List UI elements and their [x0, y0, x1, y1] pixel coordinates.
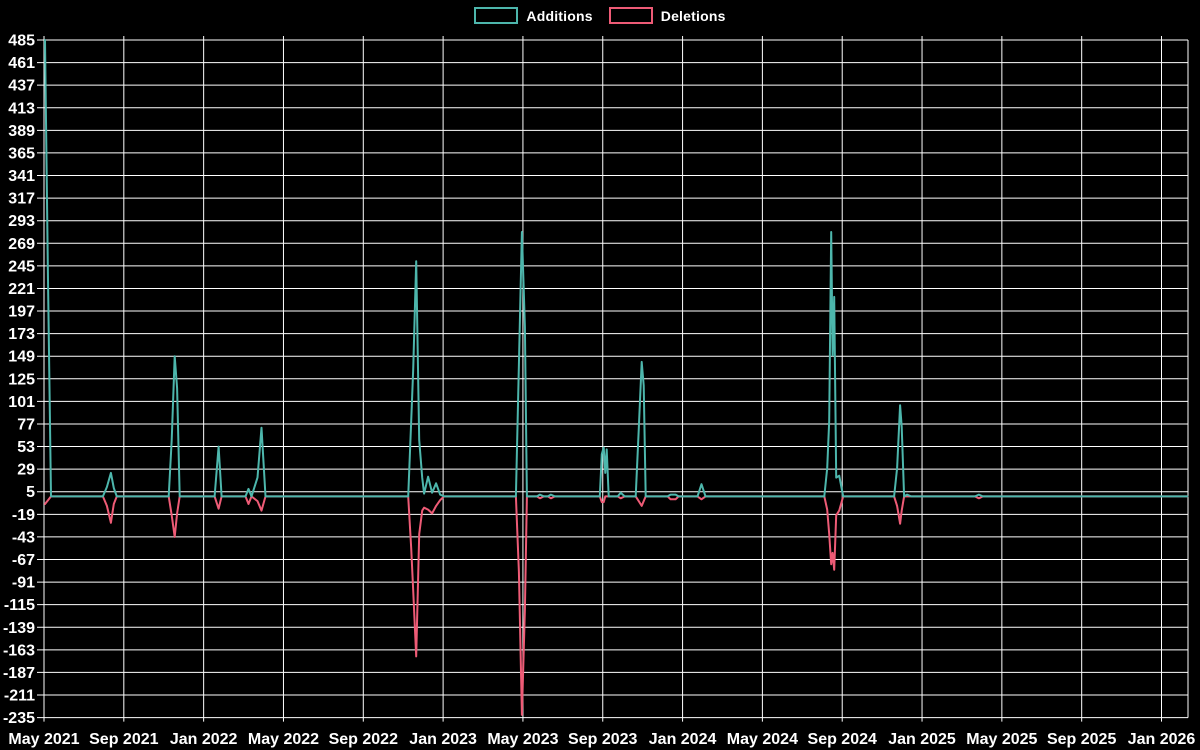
y-tick-label: 413 [8, 100, 35, 117]
y-tick-label: 77 [17, 416, 35, 433]
x-tick-label: Jan 2024 [649, 731, 717, 748]
legend-item-additions[interactable]: Additions [474, 7, 593, 24]
y-tick-label: 365 [8, 145, 35, 162]
y-tick-label: -91 [12, 575, 35, 592]
y-tick-label: 149 [8, 349, 35, 366]
y-tick-label: -19 [12, 507, 35, 524]
y-tick-label: -187 [3, 665, 35, 682]
y-tick-label: 125 [8, 371, 35, 388]
chart-legend: Additions Deletions [0, 7, 1200, 24]
y-tick-label: 221 [8, 281, 35, 298]
y-tick-label: -235 [3, 710, 35, 727]
y-tick-label: 341 [8, 168, 35, 185]
y-tick-label: 485 [8, 33, 35, 50]
legend-label-deletions: Deletions [660, 7, 726, 24]
y-tick-label: 293 [8, 213, 35, 230]
legend-label-additions: Additions [526, 7, 593, 24]
y-tick-label: 245 [8, 258, 35, 275]
y-tick-label: -115 [4, 597, 35, 614]
deletions-line [44, 495, 1189, 716]
y-tick-label: 173 [8, 326, 35, 343]
y-tick-label: 269 [8, 236, 35, 253]
x-tick-label: May 2025 [966, 731, 1037, 748]
y-tick-label: 53 [17, 439, 35, 456]
additions-line [44, 39, 1189, 498]
y-tick-label: 5 [26, 484, 35, 501]
legend-item-deletions[interactable]: Deletions [608, 7, 726, 24]
y-tick-label: 29 [17, 462, 35, 479]
deletions-swatch-icon [608, 7, 653, 24]
x-tick-label: Jan 2025 [888, 731, 956, 748]
x-tick-label: Jan 2022 [170, 731, 238, 748]
x-tick-label: Jan 2023 [409, 731, 477, 748]
y-tick-label: 197 [8, 304, 35, 321]
x-tick-label: May 2024 [727, 731, 798, 748]
x-tick-label: Sep 2023 [568, 731, 637, 748]
additions-swatch-icon [474, 7, 519, 24]
y-tick-label: -139 [3, 620, 35, 637]
x-tick-label: May 2021 [8, 731, 79, 748]
y-tick-label: -211 [4, 688, 35, 705]
x-tick-label: Sep 2022 [329, 731, 398, 748]
x-tick-label: Sep 2025 [1047, 731, 1116, 748]
x-tick-label: Jan 2026 [1128, 731, 1196, 748]
y-tick-label: 389 [8, 123, 35, 140]
y-tick-label: -67 [12, 552, 35, 569]
y-tick-label: 437 [8, 78, 35, 95]
y-tick-label: 101 [8, 394, 35, 411]
x-tick-label: May 2022 [248, 731, 319, 748]
x-tick-label: Sep 2024 [808, 731, 877, 748]
x-tick-label: May 2023 [487, 731, 558, 748]
y-tick-label: 317 [8, 191, 35, 208]
y-tick-label: 461 [8, 55, 35, 72]
y-tick-label: -163 [3, 642, 35, 659]
y-tick-label: -43 [12, 529, 35, 546]
x-tick-label: Sep 2021 [89, 731, 158, 748]
